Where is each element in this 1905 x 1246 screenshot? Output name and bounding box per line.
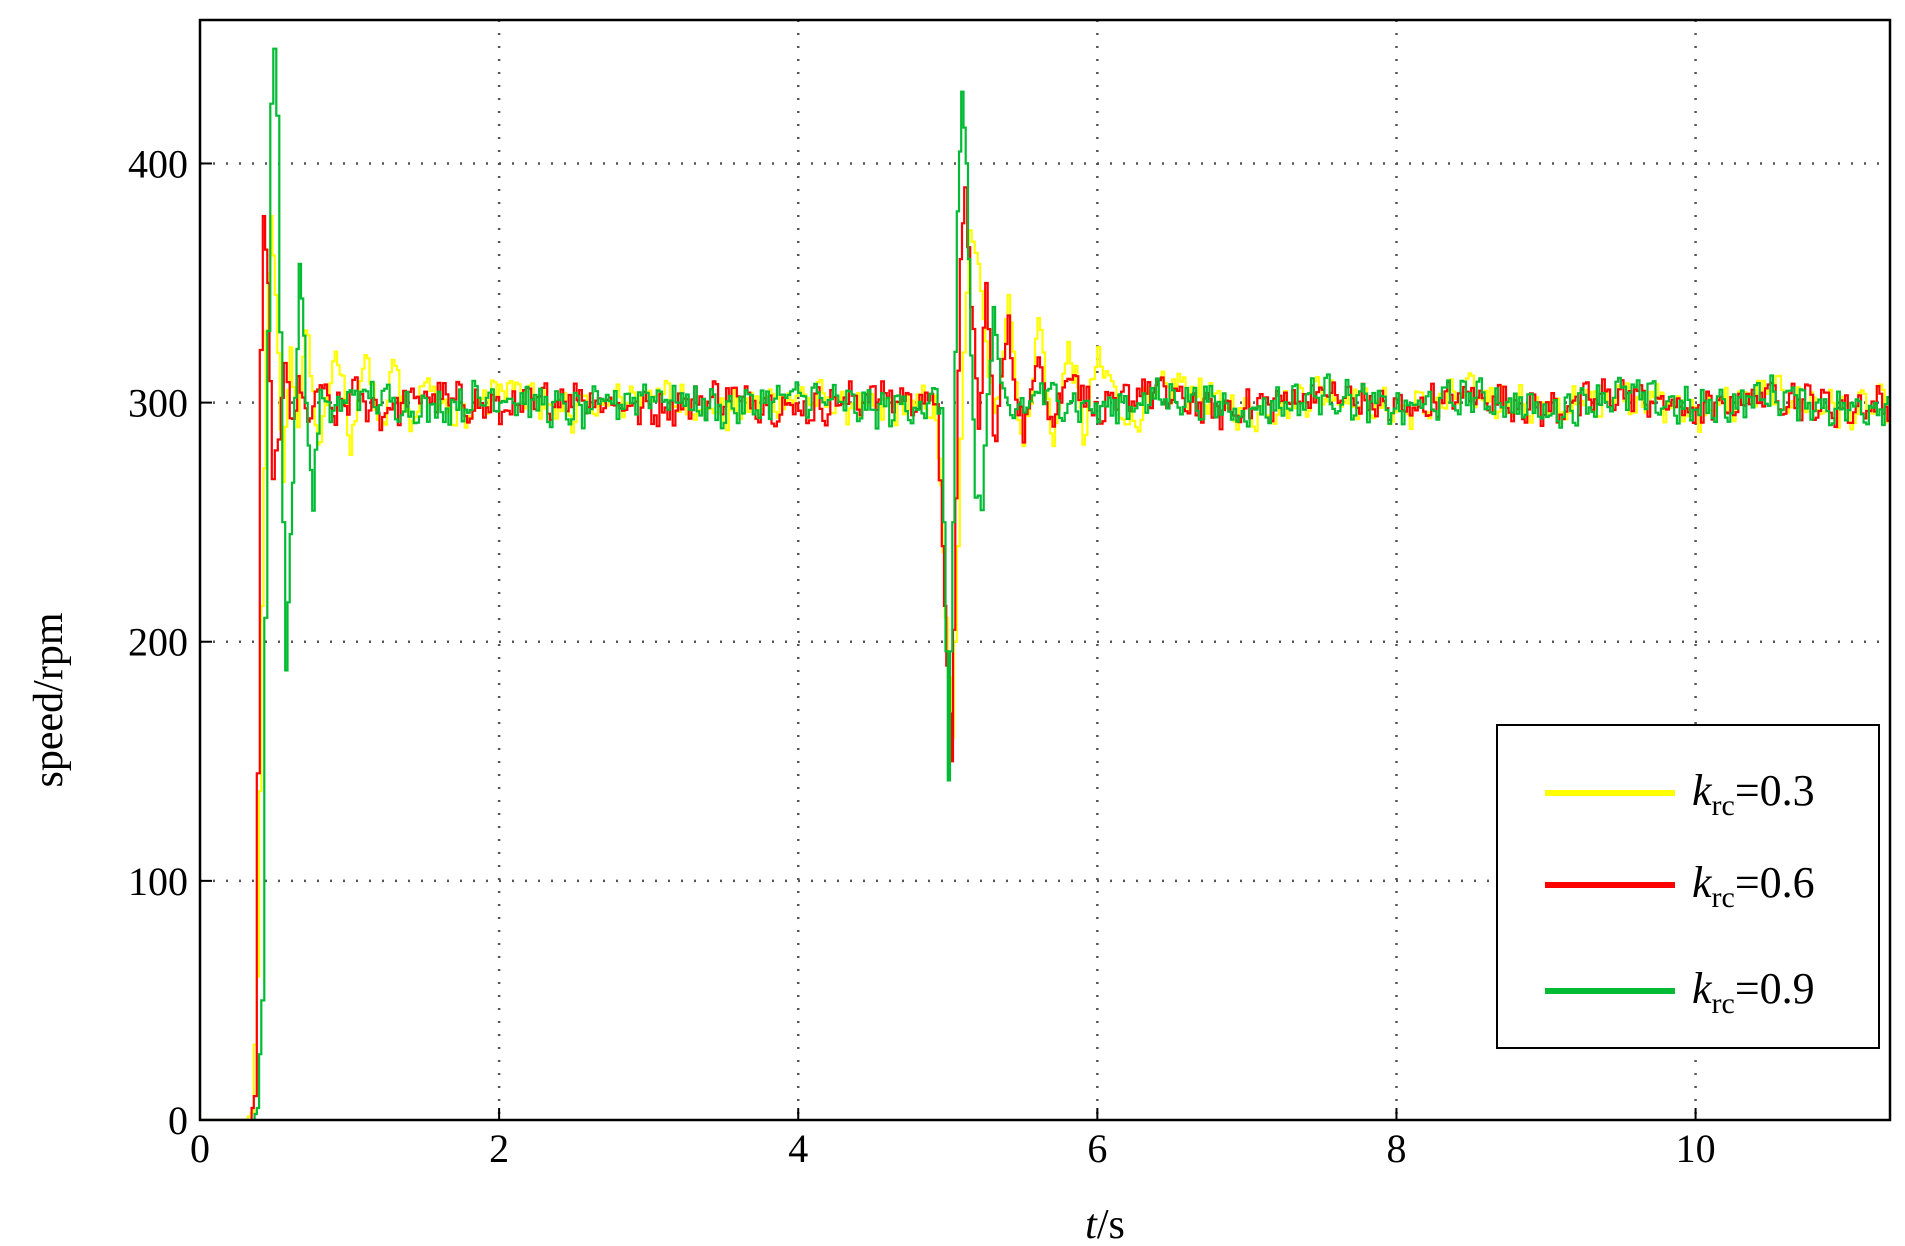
y-axis-label: speed/rpm xyxy=(26,612,72,787)
x-axis-label-variable: t xyxy=(1085,1202,1098,1246)
x-tick-label: 2 xyxy=(489,1126,509,1171)
x-axis-label-unit: /s xyxy=(1097,1202,1125,1246)
series-line-3 xyxy=(200,47,1890,1120)
legend-label-sub: rc xyxy=(1712,881,1735,914)
legend-label-3: krc=0.9 xyxy=(1692,964,1815,1020)
x-tick-label: 8 xyxy=(1386,1126,1406,1171)
x-axis-label: t/s xyxy=(1085,1202,1125,1246)
x-tick-label: 0 xyxy=(190,1126,210,1171)
legend-label-var: k xyxy=(1692,766,1713,815)
legend-label-value: =0.9 xyxy=(1735,964,1815,1013)
legend-label-value: =0.3 xyxy=(1735,766,1815,815)
plot-frame xyxy=(198,18,1892,1122)
y-tick-label: 0 xyxy=(168,1098,188,1143)
legend-label-sub: rc xyxy=(1712,789,1735,822)
legend-label-var: k xyxy=(1692,858,1713,907)
y-tick-label: 400 xyxy=(128,141,188,186)
y-tick-label: 200 xyxy=(128,620,188,665)
x-tick-label: 4 xyxy=(788,1126,808,1171)
legend-label-value: =0.6 xyxy=(1735,858,1815,907)
x-tick-label: 10 xyxy=(1676,1126,1716,1171)
legend-label-sub: rc xyxy=(1712,987,1735,1020)
y-tick-label: 100 xyxy=(128,859,188,904)
series-lines xyxy=(200,47,1890,1120)
x-tick-label: 6 xyxy=(1087,1126,1107,1171)
y-tick-label: 300 xyxy=(128,381,188,426)
legend-label-var: k xyxy=(1692,964,1713,1013)
series-line-2 xyxy=(200,186,1890,1120)
legend-label-2: krc=0.6 xyxy=(1692,858,1815,914)
legend-label-1: krc=0.3 xyxy=(1692,766,1815,822)
